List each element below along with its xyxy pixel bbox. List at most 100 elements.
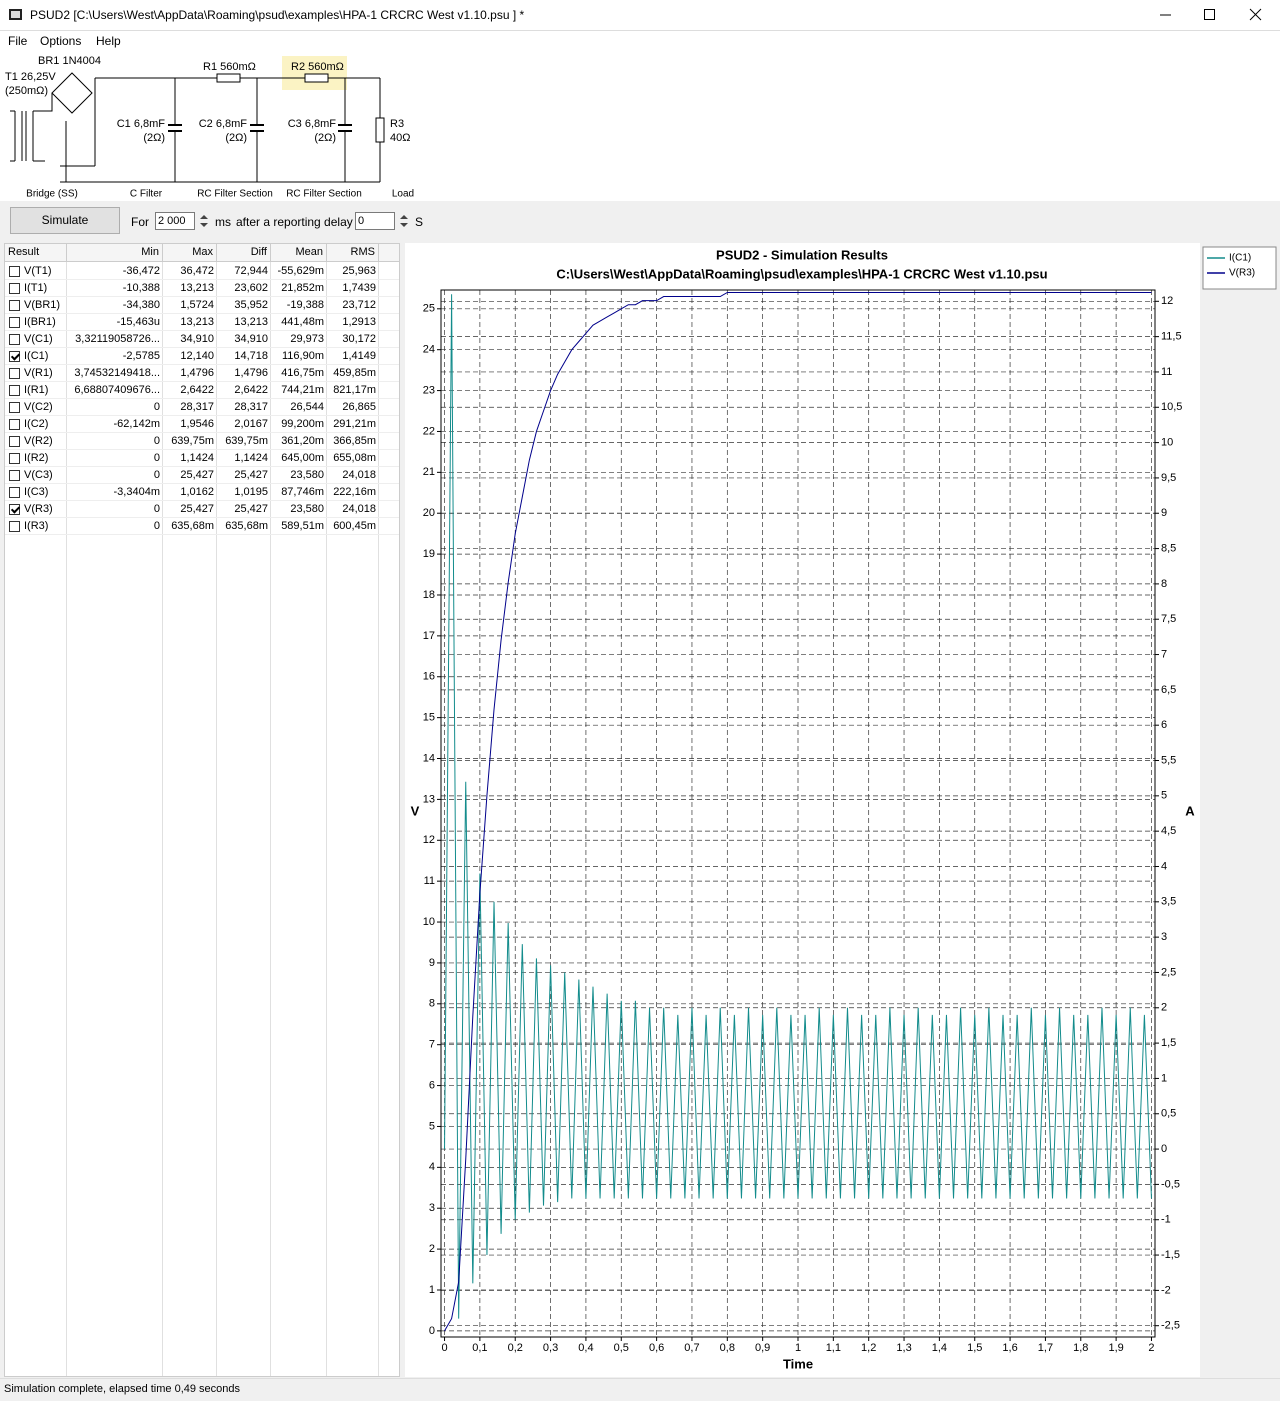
checkbox[interactable] bbox=[9, 436, 20, 447]
table-cell: 0 bbox=[153, 401, 160, 413]
menu-item[interactable]: File bbox=[8, 34, 28, 48]
chart-title: PSUD2 - Simulation Results bbox=[716, 247, 888, 262]
window-controls[interactable] bbox=[1140, 0, 1280, 30]
table-cell: 13,213 bbox=[180, 282, 214, 294]
table-cell: 28,317 bbox=[234, 401, 268, 413]
table-cell: 1,5724 bbox=[180, 299, 214, 311]
table-cell: V(R3) bbox=[24, 503, 53, 515]
table-cell: I(R1) bbox=[24, 384, 49, 396]
legend-box bbox=[1202, 246, 1277, 290]
app-icon bbox=[9, 9, 22, 20]
row-divider bbox=[5, 279, 399, 280]
checkbox[interactable] bbox=[9, 402, 20, 413]
table-cell: I(C3) bbox=[24, 486, 49, 498]
duration-input[interactable]: 2 000 bbox=[155, 212, 195, 230]
y2-tick-label: 3,5 bbox=[1161, 896, 1176, 908]
spinner[interactable] bbox=[397, 212, 411, 230]
table-cell: 24,018 bbox=[342, 469, 376, 481]
table-cell: I(C2) bbox=[24, 418, 49, 430]
table-cell: -10,388 bbox=[122, 282, 160, 294]
checkbox[interactable] bbox=[9, 317, 20, 328]
menu-item[interactable]: Options bbox=[40, 34, 82, 48]
table-cell: I(T1) bbox=[24, 282, 48, 294]
y-tick-label: 4 bbox=[429, 1161, 435, 1173]
table-cell: 13,213 bbox=[180, 316, 214, 328]
checkbox[interactable] bbox=[9, 300, 20, 311]
table-cell: I(R3) bbox=[24, 520, 49, 532]
checkbox[interactable] bbox=[9, 351, 20, 362]
checkbox[interactable] bbox=[9, 283, 20, 294]
y2-tick-label: 9 bbox=[1161, 507, 1167, 519]
table-cell: 25,963 bbox=[342, 265, 376, 277]
y2-tick-label: 11,5 bbox=[1161, 331, 1182, 343]
checkbox[interactable] bbox=[9, 334, 20, 345]
y-tick-label: 5 bbox=[429, 1120, 435, 1132]
window-title: PSUD2 [C:\Users\West\AppData\Roaming\psu… bbox=[30, 8, 525, 22]
row-divider bbox=[5, 347, 399, 348]
table-cell: I(BR1) bbox=[24, 316, 56, 328]
y-tick-label: 0 bbox=[429, 1325, 435, 1337]
table-cell: 116,90m bbox=[282, 350, 324, 362]
header-row bbox=[5, 244, 399, 262]
checkbox[interactable] bbox=[9, 487, 20, 498]
checkbox[interactable] bbox=[9, 368, 20, 379]
component-label: (2Ω) bbox=[143, 132, 165, 144]
resistor[interactable] bbox=[304, 73, 329, 83]
simulate-button[interactable]: Simulate bbox=[10, 207, 120, 234]
y-tick-label: 19 bbox=[423, 548, 435, 560]
table-cell: 3,74532149418... bbox=[74, 367, 160, 379]
table-cell: 600,45m bbox=[333, 520, 376, 532]
y2-tick-label: 6 bbox=[1161, 719, 1167, 731]
table-cell: 35,952 bbox=[234, 299, 268, 311]
checkbox[interactable] bbox=[9, 504, 20, 515]
table-cell: -3,3404m bbox=[113, 486, 160, 498]
spinner[interactable] bbox=[197, 212, 211, 230]
y2-tick-label: 7,5 bbox=[1161, 613, 1176, 625]
resistor[interactable] bbox=[216, 73, 241, 83]
table-cell: -34,380 bbox=[122, 299, 160, 311]
y2-tick-label: -2,5 bbox=[1161, 1320, 1180, 1332]
y-tick-label: 18 bbox=[423, 589, 435, 601]
table-cell: -2,5785 bbox=[122, 350, 160, 362]
selection-highlight bbox=[282, 56, 347, 90]
checkbox[interactable] bbox=[9, 419, 20, 430]
checkbox[interactable] bbox=[9, 521, 20, 532]
column-header: Min bbox=[67, 244, 163, 261]
checkbox[interactable] bbox=[9, 470, 20, 481]
y2-tick-label: 2 bbox=[1161, 1002, 1167, 1014]
y-tick-label: 21 bbox=[423, 466, 435, 478]
status-text: Simulation complete, elapsed time 0,49 s… bbox=[4, 1383, 241, 1395]
y2-tick-label: 4 bbox=[1161, 860, 1167, 872]
y-tick-label: 9 bbox=[429, 957, 435, 969]
table-cell: 30,172 bbox=[342, 333, 376, 345]
table-cell: 2,0167 bbox=[234, 418, 268, 430]
component-label: (2Ω) bbox=[314, 132, 336, 144]
row-divider bbox=[5, 517, 399, 518]
table-cell: 1,1424 bbox=[180, 452, 214, 464]
table-cell: 25,427 bbox=[180, 503, 214, 515]
x-tick-label: 1,5 bbox=[967, 1342, 982, 1354]
y-tick-label: 11 bbox=[424, 875, 435, 887]
checkbox[interactable] bbox=[9, 385, 20, 396]
x-tick-label: 1,6 bbox=[1002, 1342, 1017, 1354]
checkbox[interactable] bbox=[9, 453, 20, 464]
table-cell: 14,718 bbox=[234, 350, 268, 362]
table-cell: 366,85m bbox=[333, 435, 376, 447]
table-cell: 589,51m bbox=[281, 520, 324, 532]
y-tick-label: 14 bbox=[423, 752, 435, 764]
table-cell: 1,2913 bbox=[342, 316, 376, 328]
y-tick-label: 12 bbox=[423, 834, 435, 846]
legend-panel bbox=[1200, 243, 1280, 1377]
menu-item[interactable]: Help bbox=[96, 34, 121, 48]
table-cell: 0 bbox=[153, 520, 160, 532]
series-line bbox=[444, 294, 1152, 1319]
table-cell: 655,08m bbox=[333, 452, 376, 464]
table-cell: 459,85m bbox=[333, 367, 376, 379]
resistor[interactable] bbox=[375, 117, 385, 143]
chart: PSUD2 - Simulation Results C:\Users\West… bbox=[405, 243, 1280, 1377]
delay-input[interactable]: 0 bbox=[355, 212, 395, 230]
component-label: R3 bbox=[390, 118, 404, 130]
table-cell: 6,68807409676... bbox=[74, 384, 160, 396]
checkbox[interactable] bbox=[9, 266, 20, 277]
